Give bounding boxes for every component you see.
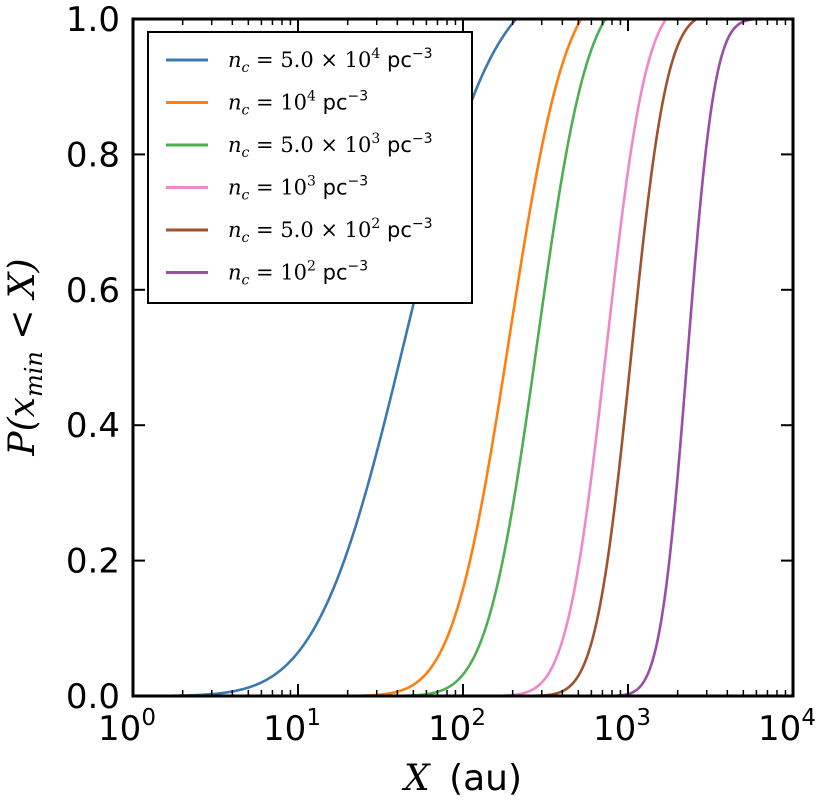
legend-label-6: nc = 102 pc−3 [228,259,368,289]
x-axis-label: X (au) [401,758,522,799]
y-tick-label: 0.6 [66,271,120,311]
x-tick-label: 103 [593,705,651,749]
x-tick-label: 104 [758,705,816,749]
x-tick-label: 100 [98,705,156,749]
legend-label-2: nc = 104 pc−3 [228,89,368,119]
y-axis-label: P(xmin < X) [2,258,48,456]
legend-label-5: nc = 5.0 × 102 pc−3 [228,216,433,246]
y-tick-label: 1.0 [66,0,120,40]
y-tick-label: 0.0 [66,677,120,717]
y-tick-label: 0.8 [66,135,120,175]
x-tick-label: 102 [428,705,486,749]
y-tick-label: 0.4 [66,406,120,446]
y-tick-label: 0.2 [66,542,120,582]
legend-label-3: nc = 5.0 × 103 pc−3 [228,131,433,161]
legend-label-4: nc = 103 pc−3 [228,174,368,204]
legend: nc = 5.0 × 104 pc−3 nc = 104 pc−3 nc = 5.0… [147,31,473,304]
x-tick-label: 101 [263,705,321,749]
axis-ticks: 100 101 102 103 104 0.0 0.2 0.4 0.6 0.8 1.0 [66,0,816,749]
legend-box [147,31,473,304]
legend-label-1: nc = 5.0 × 104 pc−3 [228,46,433,76]
